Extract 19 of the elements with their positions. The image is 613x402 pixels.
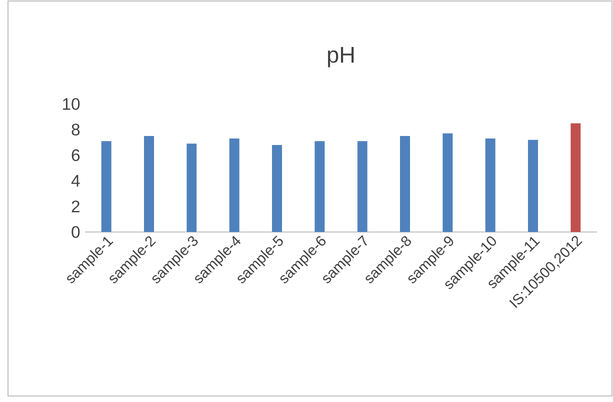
y-tick-label: 10 <box>63 98 80 110</box>
y-tick-label: 8 <box>72 124 80 136</box>
y-tick-label: 6 <box>72 149 80 162</box>
bar <box>186 144 197 232</box>
bar <box>144 136 154 232</box>
bar <box>272 144 282 232</box>
y-tick-label: 0 <box>72 226 80 238</box>
y-tick-label: 2 <box>72 200 80 212</box>
bar <box>442 133 453 232</box>
y-tick-label: 4 <box>71 175 80 187</box>
bar <box>570 123 581 232</box>
bar <box>528 140 538 232</box>
bar <box>357 141 368 232</box>
bar <box>485 138 496 232</box>
bar <box>314 141 325 232</box>
bar <box>229 138 240 232</box>
bar <box>101 141 112 232</box>
bar <box>400 136 410 232</box>
chart-title: pH <box>328 46 354 68</box>
